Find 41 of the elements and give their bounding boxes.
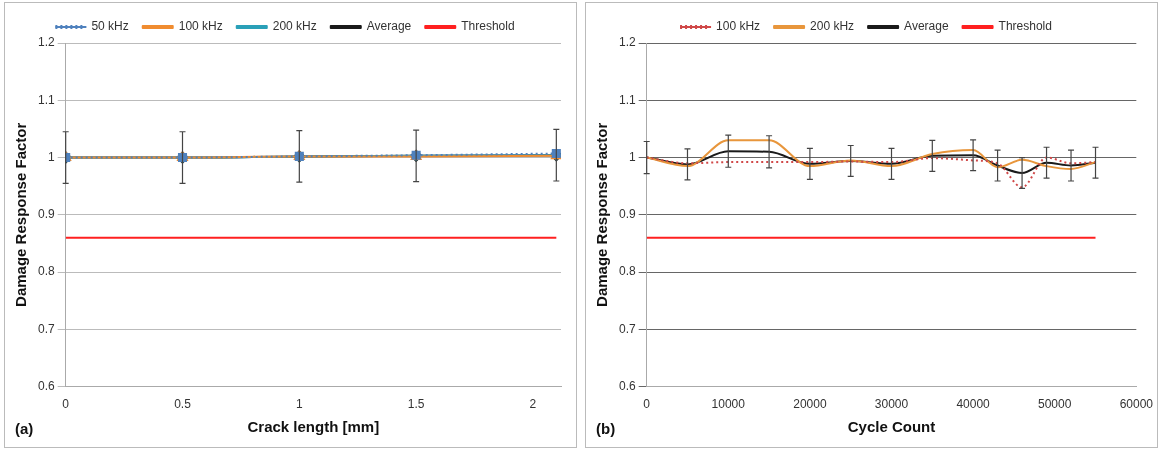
x-tick-label: 0.5: [174, 397, 192, 412]
text: (a): [15, 419, 34, 437]
legend-label: Threshold: [998, 19, 1052, 34]
x-axis-title: Cycle Count: [847, 418, 936, 436]
x-tick-label: 50000: [1038, 397, 1072, 412]
y-axis-title: Damage Response Factor: [593, 122, 611, 307]
y-tick-label: 1.1: [618, 92, 636, 107]
legend-label: Average: [366, 19, 412, 34]
x-tick-label: 60000: [1119, 397, 1154, 412]
y-axis-title: Damage Response Factor: [12, 122, 30, 307]
x-tick-label: 1: [295, 397, 303, 412]
legend-label: 100 kHz: [716, 19, 761, 34]
legend-label: 200 kHz: [810, 19, 855, 34]
x-tick-label: 30000: [874, 397, 909, 412]
legend-label: 100 kHz: [178, 19, 223, 34]
legend-label: Average: [904, 19, 949, 34]
legend-label: 200 kHz: [272, 19, 317, 34]
y-tick-label: 0.8: [37, 264, 55, 279]
y-tick-label: 0.9: [618, 207, 636, 222]
x-tick-label: 40000: [956, 397, 991, 412]
y-tick-label: 0.9: [37, 207, 55, 222]
y-tick-label: 0.7: [618, 321, 636, 336]
y-tick-label: 0.7: [37, 321, 55, 336]
text: (b): [596, 419, 616, 437]
x-axis-title: Crack length [mm]: [247, 418, 380, 436]
x-tick-label: 0: [643, 397, 651, 412]
y-tick-label: 0.6: [37, 378, 55, 393]
y-tick-label: 1.1: [37, 92, 55, 107]
y-tick-label: 1.2: [37, 35, 55, 50]
legend-label: Threshold: [461, 19, 515, 34]
y-tick-label: 0.8: [618, 264, 636, 279]
legend-label: 50 kHz: [91, 19, 129, 34]
x-tick-label: 1.5: [407, 397, 425, 412]
x-tick-label: 0: [62, 397, 70, 412]
y-tick-label: 1: [628, 149, 636, 164]
x-tick-label: 20000: [793, 397, 827, 412]
y-tick-label: 0.6: [618, 378, 636, 393]
y-tick-label: 1: [47, 149, 55, 164]
x-tick-label: 10000: [711, 397, 746, 412]
x-tick-label: 2: [529, 397, 537, 412]
y-tick-label: 1.2: [618, 35, 636, 50]
